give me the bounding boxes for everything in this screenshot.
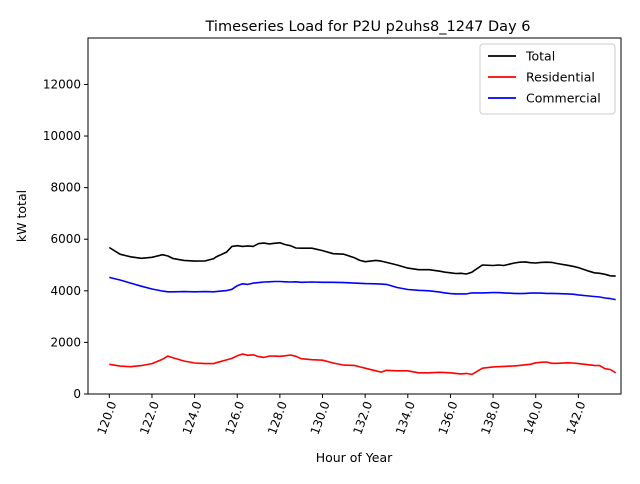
y-tick-label: 4000	[50, 284, 81, 298]
y-tick-label: 8000	[50, 181, 81, 195]
y-axis-label: kW total	[14, 190, 29, 242]
x-axis-label: Hour of Year	[316, 450, 393, 465]
y-tick-label: 6000	[50, 232, 81, 246]
y-tick-label: 12000	[43, 77, 81, 91]
legend-label-commercial: Commercial	[526, 91, 601, 106]
x-tick-label: 132.0	[350, 399, 375, 436]
plot-area	[87, 37, 622, 395]
legend-label-residential: Residential	[526, 70, 595, 85]
x-tick-label: 136.0	[436, 399, 461, 436]
x-tick-label: 138.0	[478, 399, 503, 436]
x-tick-label: 142.0	[564, 399, 589, 436]
x-tick-label: 128.0	[265, 399, 290, 436]
chart-title: Timeseries Load for P2U p2uhs8_1247 Day …	[205, 19, 531, 35]
x-tick-label: 140.0	[521, 399, 546, 436]
series-line-commercial	[109, 276, 616, 301]
x-tick-label: 120.0	[95, 399, 120, 436]
y-axis: 0 2000 4000 6000 8000 10000 12000	[43, 77, 88, 401]
legend-label-total: Total	[525, 49, 555, 64]
x-tick-label: 134.0	[393, 399, 418, 436]
plot-frame	[87, 37, 622, 395]
series-line-residential	[109, 353, 617, 376]
x-axis: 120.0 122.0 124.0 126.0 128.0 130.0 132.0 134.0…	[95, 394, 589, 437]
x-tick-label: 126.0	[222, 399, 247, 436]
y-tick-label: 2000	[50, 335, 81, 349]
y-tick-label: 0	[73, 387, 81, 401]
series-line-total	[108, 242, 616, 277]
legend-box	[479, 43, 616, 115]
x-tick-label: 124.0	[180, 399, 205, 436]
x-tick-label: 130.0	[308, 399, 333, 436]
legend: Total Residential Commercial	[479, 43, 616, 115]
y-tick-label: 10000	[43, 129, 81, 143]
x-tick-label: 122.0	[137, 399, 162, 436]
